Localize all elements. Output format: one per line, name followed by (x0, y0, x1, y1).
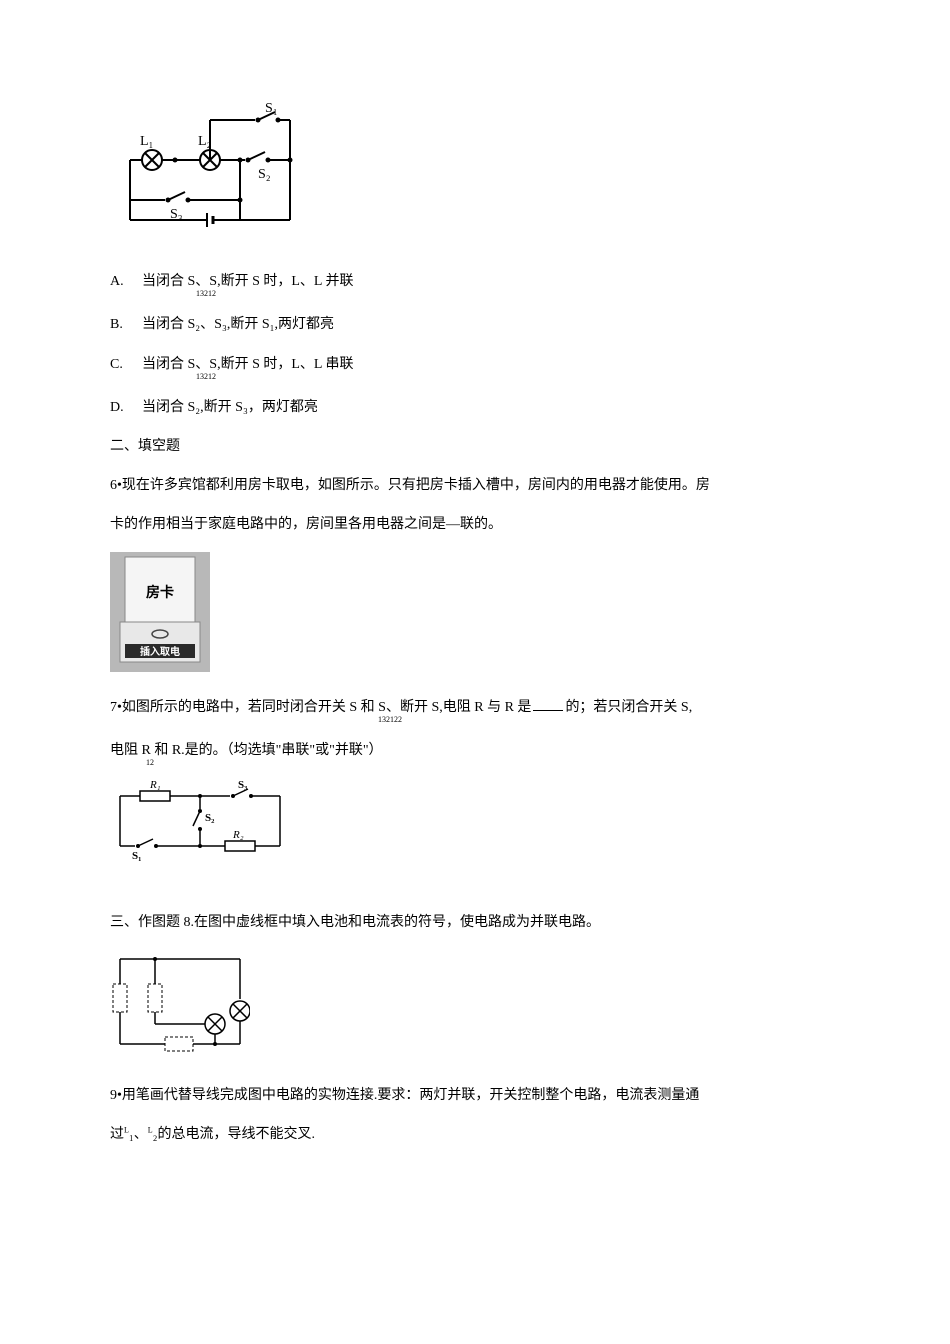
option-text-c: 当闭合 S、S,断开 S 时，L、L 串联 13212 (142, 352, 353, 381)
option-d: D. 当闭合 S₂,断开 S₃，两灯都亮 (110, 395, 840, 420)
option-a-subscript: 13212 (196, 290, 353, 298)
label-l1: L₁ (140, 134, 153, 149)
q6-line1: 6•现在许多宾馆都利用房卡取电，如图所示。只有把房卡插入槽中，房间内的用电器才能… (110, 473, 840, 498)
option-b: B. 当闭合 S₂、S₃,断开 S₁,两灯都亮 (110, 312, 840, 337)
q7-line2-subscript: 12 (146, 759, 840, 767)
room-card-svg: 房卡 插入取电 (110, 552, 210, 672)
option-letter-d: D. (110, 395, 130, 420)
label-r1: R₁ (149, 781, 161, 791)
option-text-d: 当闭合 S₂,断开 S₃，两灯都亮 (142, 395, 318, 420)
label-s1-q7: S₁ (132, 850, 141, 861)
circuit-svg-q8 (110, 949, 250, 1059)
label-s3-q7: S₃ (238, 781, 248, 791)
section-2-header: 二、填空题 (110, 434, 840, 459)
label-s1: S₁ (265, 101, 278, 116)
q9-line2: 过L₁、L₂的总电流，导线不能交叉. (110, 1122, 840, 1147)
room-card-label: 房卡 (146, 584, 174, 601)
q7-line2: 电阻 R 和 R.是的。（均选填"串联"或"并联"） 12 (110, 738, 840, 767)
option-text-b: 当闭合 S₂、S₃,断开 S₁,两灯都亮 (142, 312, 334, 337)
option-letter-c: C. (110, 352, 130, 377)
option-letter-b: B. (110, 312, 130, 337)
label-s2-q7: S₂ (205, 812, 215, 824)
q9-line1: 9•用笔画代替导线完成图中电路的实物连接.要求：两灯并联，开关控制整个电路，电流… (110, 1083, 840, 1108)
circuit-svg-1: S₁ L₁ L₂ S₂ S₃ (110, 100, 310, 240)
option-a: A. 当闭合 S、S,断开 S 时，L、L 并联 13212 (110, 269, 840, 298)
option-c-subscript: 13212 (196, 373, 353, 381)
q6-line2: 卡的作用相当于家庭电路中的，房间里各用电器之间是—联的。 (110, 512, 840, 537)
option-c: C. 当闭合 S、S,断开 S 时，L、L 串联 13212 (110, 352, 840, 381)
q7-line1: 7•如图所示的电路中，若同时闭合开关 S 和 S、断开 S,电阻 R 与 R 是… (110, 695, 840, 724)
circuit-svg-q7: R₁ S₃ S₂ S₁ R₂ (110, 781, 290, 861)
circuit-diagram-q7: R₁ S₃ S₂ S₁ R₂ (110, 781, 840, 870)
circuit-diagram-q8 (110, 949, 840, 1068)
q7-subscript: 132122 (378, 716, 840, 724)
circuit-diagram-q5: S₁ L₁ L₂ S₂ S₃ (110, 100, 840, 249)
option-letter-a: A. (110, 269, 130, 294)
label-r2: R₂ (232, 829, 244, 841)
q7-blank (533, 710, 563, 711)
label-s2: S₂ (258, 167, 271, 182)
option-text-a: 当闭合 S、S,断开 S 时，L、L 并联 13212 (142, 269, 353, 298)
label-l2: L₂ (198, 134, 212, 149)
section-3-header: 三、作图题 8.在图中虚线框中填入电池和电流表的符号，使电路成为并联电路。 (110, 910, 840, 935)
room-card-insert-label: 插入取电 (140, 645, 180, 658)
room-card-image: 房卡 插入取电 (110, 552, 840, 681)
